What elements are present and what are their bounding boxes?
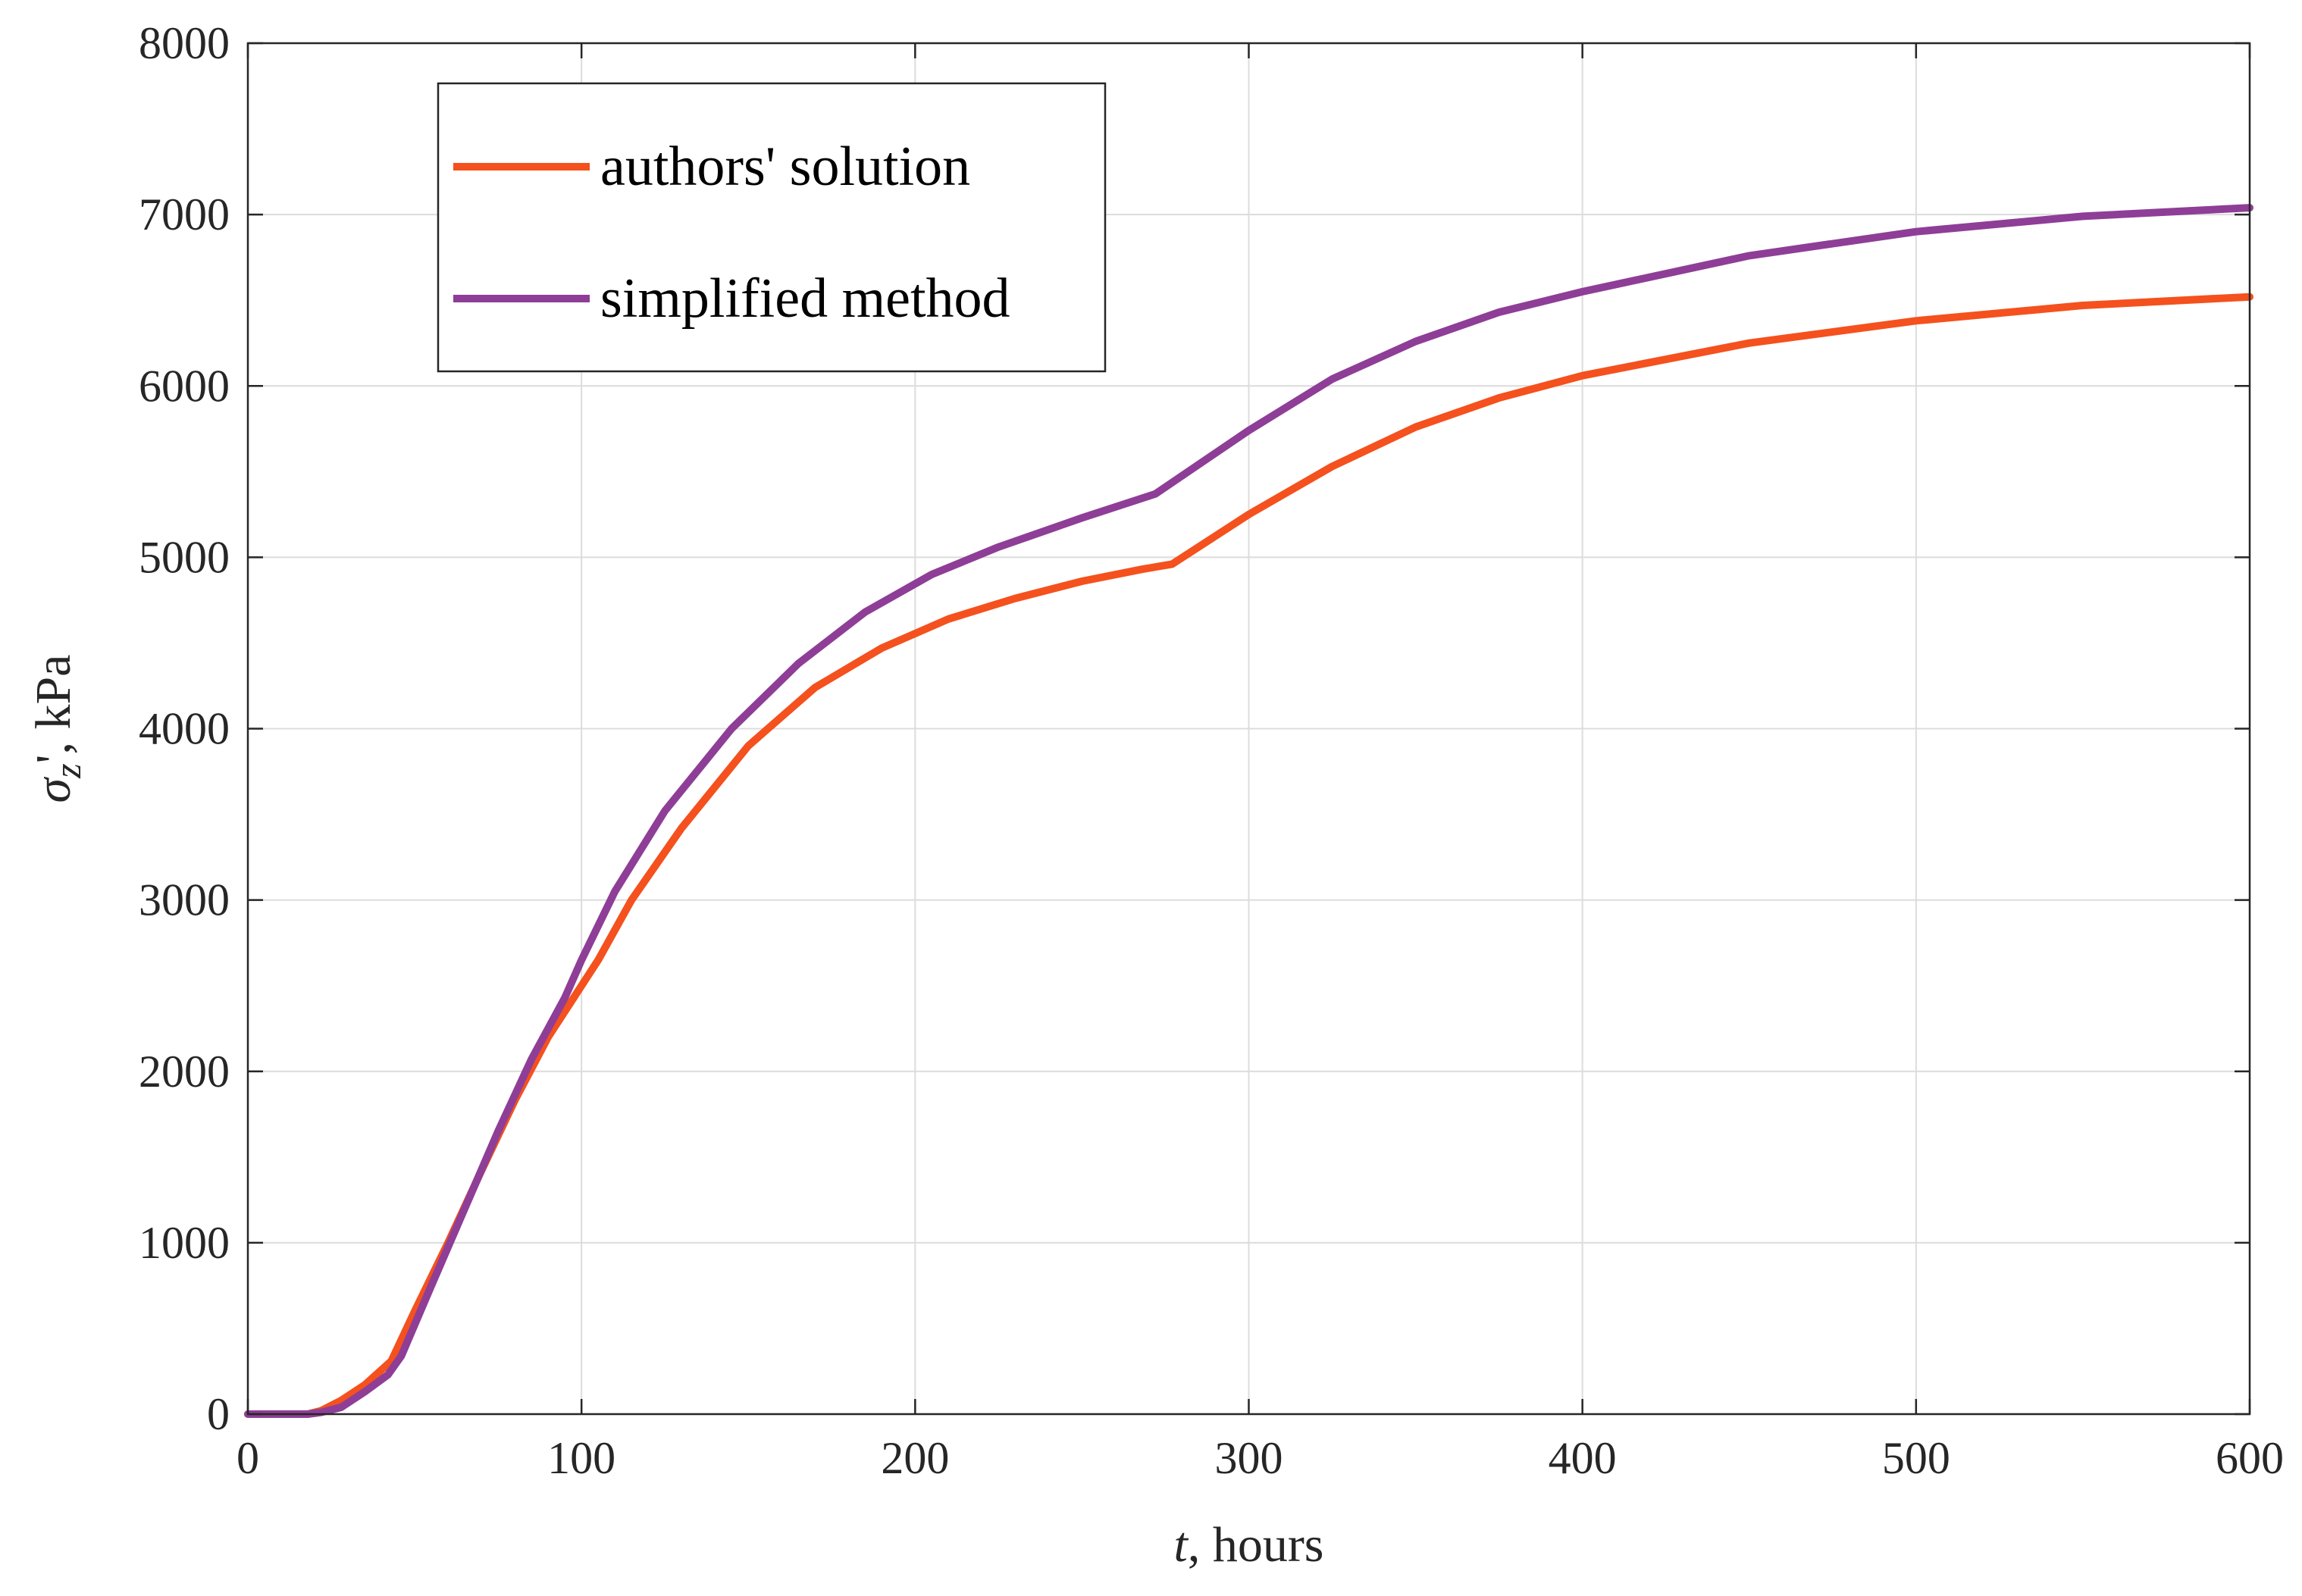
legend-box [437, 82, 1107, 373]
y-tick-label: 0 [207, 1389, 230, 1439]
series-line-1 [244, 204, 2253, 1418]
x-tick-label: 200 [881, 1433, 949, 1483]
y-axis-label: σz', kPa [26, 655, 89, 803]
grid [247, 42, 2250, 1415]
x-tick-label: 300 [1215, 1433, 1283, 1483]
y-tick-label: 6000 [139, 361, 230, 411]
x-tick-label: 500 [1882, 1433, 1950, 1483]
legend-label-authors-solution: authors' solution [600, 136, 970, 198]
x-axis-label: t, hours [1173, 1517, 1323, 1573]
series-layer [244, 204, 2253, 1418]
x-axis-label-rest: , hours [1188, 1517, 1324, 1573]
y-axis-label-rest: ', kPa [26, 655, 81, 764]
x-axis-label-var: t [1173, 1517, 1189, 1573]
y-tick-label: 8000 [139, 18, 230, 68]
y-tick-label: 2000 [139, 1047, 230, 1097]
series-line-0 [244, 293, 2253, 1418]
y-tick-label: 1000 [139, 1218, 230, 1268]
x-tick-label: 100 [547, 1433, 615, 1483]
legend-label-simplified-method: simplified method [600, 268, 1010, 330]
x-tick-label: 600 [2216, 1433, 2284, 1483]
y-axis-label-sigma: σ [26, 776, 81, 803]
tick-labels: 0 100 200 300 400 500 600010002000300040005000… [139, 18, 2284, 1483]
ticks [246, 42, 2251, 1416]
y-tick-label: 3000 [139, 875, 230, 925]
y-tick-label: 7000 [139, 189, 230, 239]
y-tick-label: 4000 [139, 704, 230, 754]
x-tick-label: 0 [236, 1433, 259, 1483]
y-axis-label-subscript: z [46, 763, 89, 778]
x-tick-label: 400 [1549, 1433, 1617, 1483]
legend: authors' solution simplified method [437, 82, 1107, 373]
y-tick-label: 5000 [139, 532, 230, 582]
